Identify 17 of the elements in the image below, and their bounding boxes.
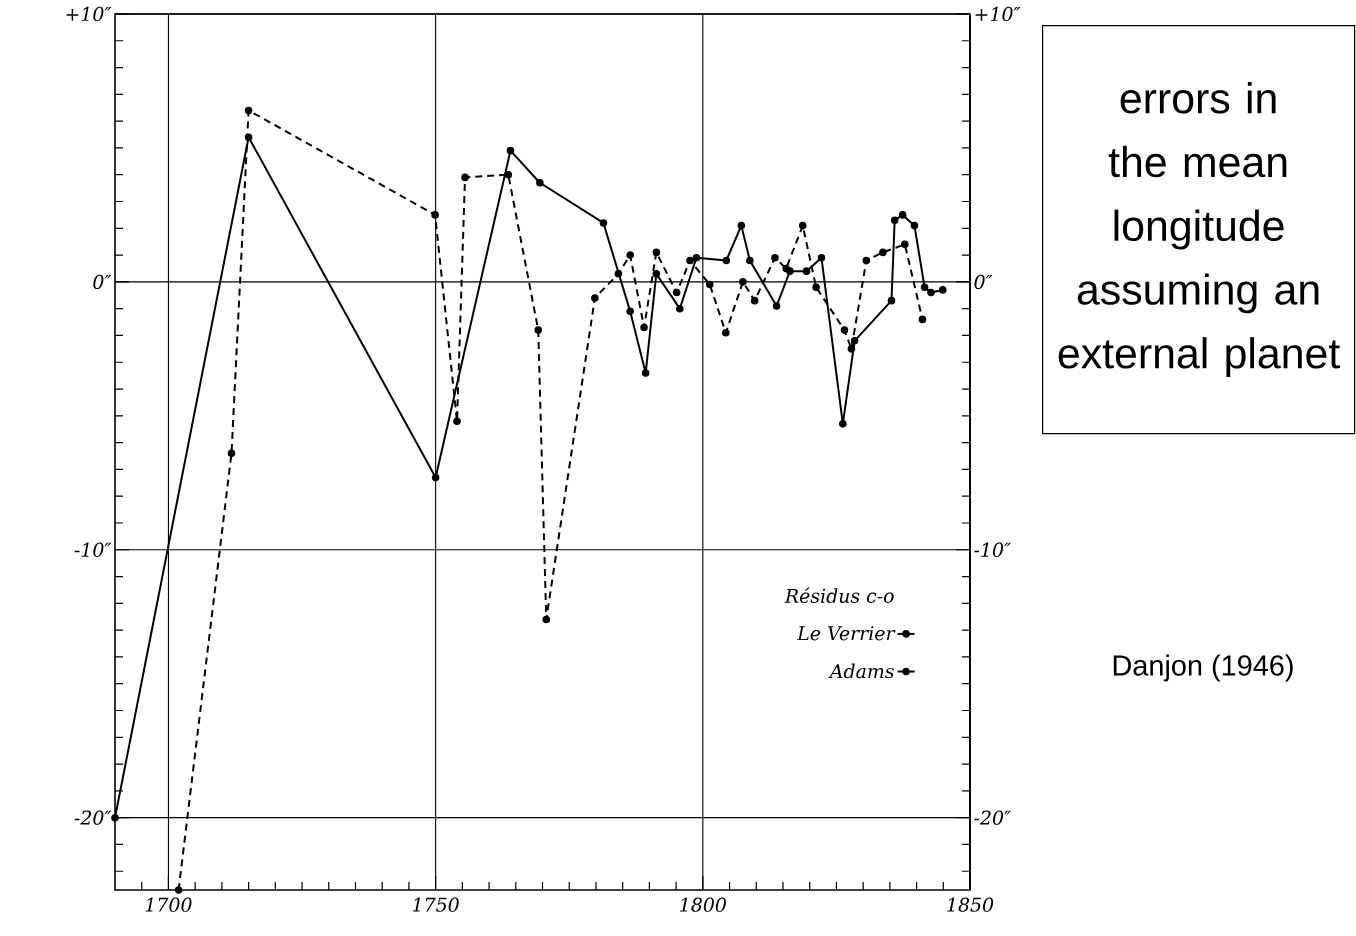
y2-tick-label: -10″ <box>974 542 1011 557</box>
y-tick-label: +10″ <box>66 6 112 22</box>
text: errors in the mean longitude assuming an external planet <box>1058 82 1340 378</box>
text: Danjon (1946) <box>1113 654 1293 682</box>
x-tick-label: 1750 <box>412 897 459 912</box>
x-tick-label: 1800 <box>680 897 726 912</box>
x-tick-label: 1850 <box>947 897 994 912</box>
legend-label: Le Verrier <box>796 626 896 641</box>
y2-tick-label: -20″ <box>974 810 1011 825</box>
y-tick-label: -10″ <box>74 542 112 557</box>
legend-label: Adams <box>828 663 894 679</box>
legend-title: Résidus c-o <box>784 587 894 603</box>
x-tick-label: 1700 <box>145 897 192 912</box>
y2-tick-label: +10″ <box>975 6 1021 22</box>
y-tick-label: 0″ <box>93 274 112 290</box>
y2-tick-label: 0″ <box>974 274 993 290</box>
y-tick-label: -20″ <box>74 810 112 825</box>
